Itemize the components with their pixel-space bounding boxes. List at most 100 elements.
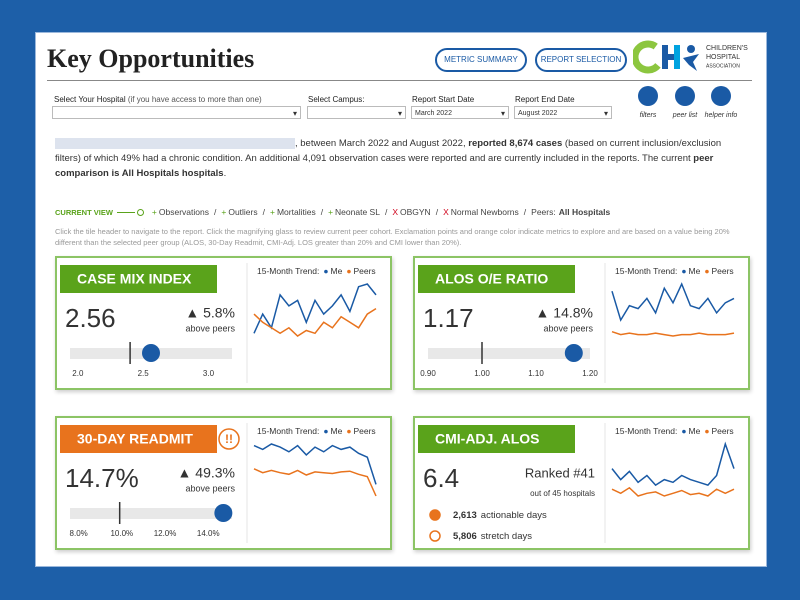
logo-text: ASSOCIATION <box>706 63 740 69</box>
summary: , between March 2022 and August 2022, re… <box>55 136 745 181</box>
start-dropdown[interactable]: March 2022 <box>411 106 509 120</box>
trend-line <box>253 468 377 497</box>
trend-label: 15-Month Trend: <box>257 266 319 276</box>
separator: / <box>262 207 265 217</box>
gauge-track <box>70 508 232 519</box>
end-dropdown[interactable]: August 2022 <box>514 106 612 120</box>
hospital-label-text: Select Your Hospital <box>54 95 126 104</box>
gauge-tick-label: 2.0 <box>72 369 84 378</box>
tile-graphic: 30-DAY READMIT !! 14.7% ▲ 49.3% above peers 1… <box>60 423 377 543</box>
campus-dropdown[interactable] <box>307 106 406 120</box>
tile-header[interactable] <box>418 265 575 293</box>
trend-line <box>253 443 377 485</box>
rank: Ranked #41 <box>525 465 595 480</box>
item-mark: + <box>270 207 275 217</box>
icon-label: filters <box>639 112 657 119</box>
separator: / <box>320 207 324 217</box>
tile-title: 30-DAY READMIT <box>77 431 193 447</box>
logo-text: CHILDREN'S <box>706 45 748 52</box>
legend-name: Peers <box>711 426 733 436</box>
legend-name: Peers <box>711 266 733 276</box>
icon-label: helper info <box>704 112 738 119</box>
instructions: Click the tile header to navigate to the… <box>55 227 730 247</box>
trend-label: 15-Month Trend: <box>615 426 677 436</box>
change: ▲ 14.8% <box>536 305 593 321</box>
tile-title: CMI-ADJ. ALOS <box>435 431 539 447</box>
logo: CHILDREN'S HOSPITAL ASSOCIATION <box>633 40 748 74</box>
logo-h <box>662 54 678 60</box>
tile-header[interactable] <box>60 425 217 453</box>
gauge-track <box>428 348 590 359</box>
trend-label: 15-Month Trend: <box>615 266 677 276</box>
summary-text: peer comparison is All Hospitals hospita… <box>55 153 714 179</box>
hospital-dropdown[interactable] <box>52 106 301 120</box>
legend-name: Peers <box>353 426 375 436</box>
gauge-tick-label: 10.0% <box>110 529 133 538</box>
trend-label: 15-Month Trend: <box>257 426 319 436</box>
flag: !! <box>225 432 233 446</box>
change: ▲ 49.3% <box>178 465 235 481</box>
peer-list-icon[interactable] <box>675 86 695 106</box>
item-mark: + <box>328 207 334 217</box>
legend-dot: ● <box>681 426 686 436</box>
trend-legend: 15-Month Trend: ● Me ● Peers <box>257 266 376 276</box>
item-text: Normal Newborns <box>450 207 519 217</box>
gauge-tick-label: 1.20 <box>582 369 598 378</box>
me-marker <box>214 504 233 522</box>
gauge-tick-label: 1.00 <box>474 369 490 378</box>
item-text: Mortalities <box>276 207 316 217</box>
rank-note: out of 45 hospitals <box>530 489 595 498</box>
separator: / <box>523 207 527 217</box>
trend-line <box>253 307 377 337</box>
days-label: actionable days <box>481 510 547 521</box>
legend-dot: ● <box>323 266 328 276</box>
peers-label: Peers: <box>531 207 556 217</box>
tile-title: ALOS O/E RATIO <box>435 271 548 287</box>
report-selection-button[interactable]: REPORT SELECTION <box>535 48 627 72</box>
days-text: 2,613 actionable days <box>453 510 547 521</box>
change-note: above peers <box>543 323 593 333</box>
flag-circle <box>218 428 240 450</box>
metric-value: 14.7% <box>65 463 139 493</box>
me-marker <box>564 344 583 362</box>
tile-header[interactable] <box>60 265 217 293</box>
days-marker <box>429 530 441 542</box>
peers-value: All Hospitals <box>558 207 611 217</box>
days-label: stretch days <box>481 531 532 542</box>
trend-line <box>611 330 735 337</box>
trend-line <box>253 283 377 334</box>
metric-tile: CMI-ADJ. ALOS 6.4 Ranked #41 out of 45 hosp… <box>413 416 750 550</box>
separator: / <box>213 207 217 217</box>
filters-icon[interactable] <box>638 86 658 106</box>
logo-c <box>633 40 665 74</box>
summary-text: reported 8,674 cases <box>468 138 563 149</box>
days-text: 5,806 stretch days <box>453 531 532 542</box>
me-marker <box>142 344 160 362</box>
separator: / <box>435 207 439 217</box>
legend-name: Peers <box>353 266 375 276</box>
helper-info-icon[interactable] <box>711 86 731 106</box>
metric-value: 2.56 <box>65 303 116 333</box>
item-mark: X <box>443 207 449 217</box>
page-title: Key Opportunities <box>47 44 255 73</box>
logo-text: HOSPITAL <box>706 54 740 61</box>
tile-header[interactable] <box>418 425 575 453</box>
redacted-name <box>55 137 295 149</box>
separator: / <box>384 207 388 217</box>
trend-line <box>611 282 735 322</box>
gauge-tick-label: 12.0% <box>154 529 177 538</box>
item-text: OBGYN <box>400 207 431 217</box>
legend-dot: ● <box>346 266 351 276</box>
tile-graphic: CMI-ADJ. ALOS 6.4 Ranked #41 out of 45 hosp… <box>418 423 735 543</box>
metric-tile: 30-DAY READMIT!! 14.7% ▲ 49.3% above peers 1… <box>55 416 392 550</box>
legend-name: Me <box>689 266 701 276</box>
summary-text: . <box>223 168 227 179</box>
current-view-knob <box>136 209 144 217</box>
legend-dot: ● <box>681 266 686 276</box>
change: ▲ 5.8% <box>185 305 235 321</box>
item-text: Observations <box>158 207 209 217</box>
metric-summary-button[interactable]: METRIC SUMMARY <box>435 48 527 72</box>
gauge-tick-label: 8.0% <box>70 529 88 538</box>
days-marker <box>429 509 441 521</box>
